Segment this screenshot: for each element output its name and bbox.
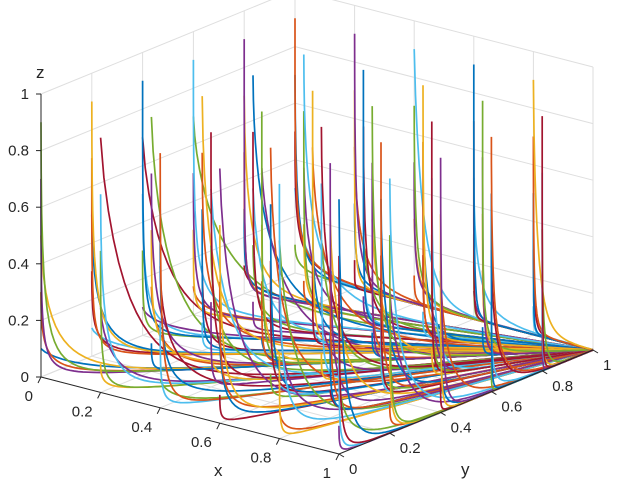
- y-tick-label: 0.2: [400, 440, 421, 457]
- z-tick-label: 1: [21, 86, 29, 103]
- y-tick-label: 1: [603, 357, 611, 374]
- y-tick: [440, 411, 446, 416]
- grid-line: [294, 159, 594, 238]
- trajectory-curve: [532, 136, 594, 351]
- trajectory-curve: [362, 69, 594, 351]
- trajectory-curve: [210, 132, 594, 379]
- x-tick-label: 0.4: [131, 419, 152, 436]
- trajectory-curve: [302, 111, 594, 351]
- x-axis-label: x: [214, 461, 223, 480]
- y-tick-label: 0.6: [501, 399, 522, 416]
- x-tick-label: 1: [323, 465, 331, 482]
- grid-line: [294, 46, 594, 125]
- x-axis-line: [40, 376, 340, 455]
- trajectory-curve: [141, 80, 594, 351]
- trajectory-curve: [302, 167, 594, 351]
- grid-line: [40, 46, 296, 152]
- trajectory-curve: [302, 54, 594, 351]
- axis-lines: [36, 93, 599, 461]
- grid-line: [40, 0, 272, 95]
- y-tick-label: 0.4: [451, 419, 472, 436]
- grid-line: [294, 102, 594, 181]
- x-tick-label: 0.8: [251, 450, 272, 467]
- x-tick: [216, 422, 221, 430]
- trajectory-curve: [430, 121, 594, 374]
- z-axis-label: z: [36, 63, 45, 82]
- x-tick-label: 0.6: [191, 434, 212, 451]
- y-tick-label: 0.8: [552, 378, 573, 395]
- tick-labels: 0 0.2 0.4 0.6 0.8 1 0 0.2 0.4 0.6 0.8 1 0 0.2 0.4 0.6 0.…: [8, 86, 611, 482]
- grid-line: [40, 102, 296, 208]
- trajectory-curve: [532, 79, 594, 351]
- trajectory-curve: [541, 116, 594, 368]
- y-tick-label: 0: [349, 461, 357, 478]
- z-tick-label: 0.8: [8, 143, 29, 160]
- x-tick-label: 0: [25, 388, 33, 405]
- x-tick: [97, 392, 102, 399]
- z-tick-label: 0.2: [8, 312, 29, 329]
- x-tick: [275, 438, 280, 445]
- y-axis-line: [338, 349, 594, 455]
- grid-line: [331, 0, 594, 68]
- trajectory-curve: [159, 153, 594, 401]
- z-tick-label: 0.6: [8, 199, 29, 216]
- y-tick: [491, 391, 497, 396]
- x-tick: [37, 376, 42, 384]
- y-tick: [541, 370, 548, 375]
- trajectory-curves: [40, 18, 594, 450]
- y-tick: [338, 453, 345, 458]
- x-tick: [156, 407, 161, 415]
- y-tick: [389, 432, 396, 437]
- x-tick: [335, 453, 340, 461]
- trajectory-curve: [320, 126, 594, 368]
- z-tick-label: 0: [21, 369, 29, 386]
- y-tick: [592, 349, 599, 354]
- trajectory-curve: [329, 163, 594, 402]
- x-tick-label: 0.2: [72, 403, 93, 420]
- grid-line: [40, 215, 296, 321]
- z-tick-label: 0.4: [8, 256, 29, 273]
- y-axis-label: y: [461, 460, 470, 479]
